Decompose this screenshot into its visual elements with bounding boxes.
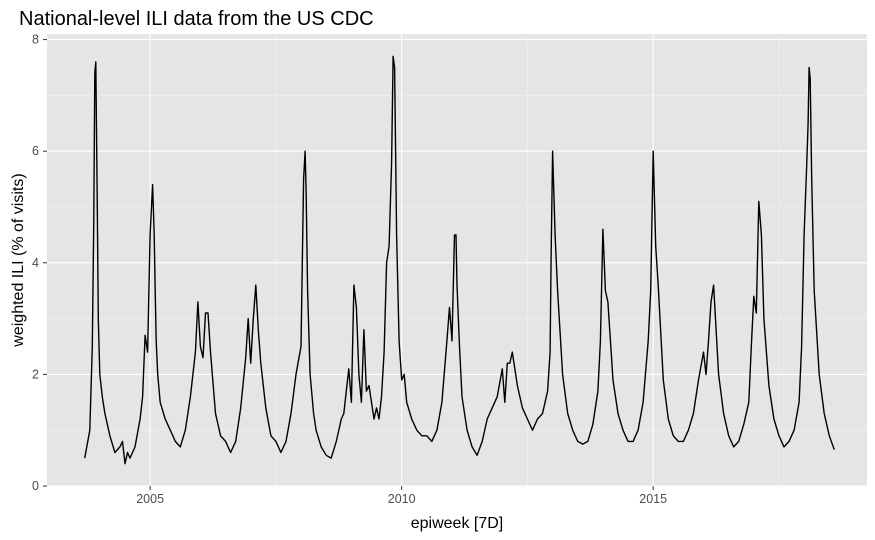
y-axis-ticks: 0 2 4 6 8: [32, 33, 47, 493]
x-axis-title: epiweek [7D]: [411, 515, 504, 532]
y-tick-label: 2: [32, 367, 39, 381]
y-tick-label: 4: [32, 256, 39, 270]
y-tick-label: 0: [32, 479, 39, 493]
y-tick-label: 6: [32, 144, 39, 158]
y-axis-title: weighted ILI (% of visits): [10, 173, 27, 347]
x-tick-label: 2005: [136, 492, 164, 506]
x-axis-ticks: 2005 2010 2015: [136, 486, 667, 506]
y-tick-label: 8: [32, 33, 39, 47]
x-tick-label: 2010: [388, 492, 416, 506]
x-tick-label: 2015: [639, 492, 667, 506]
ili-series-line: [84, 55, 835, 465]
grid-minor: [47, 34, 867, 486]
chart-title: National-level ILI data from the US CDC: [19, 8, 374, 30]
